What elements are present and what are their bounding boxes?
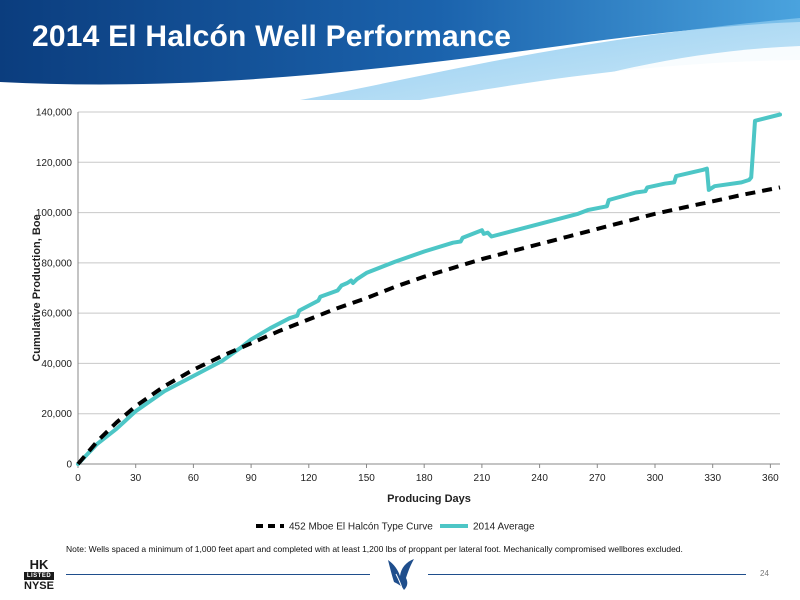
y-tick-label: 80,000: [41, 258, 72, 269]
logo-hk-text: HK: [29, 557, 49, 572]
footer-divider-left: [66, 574, 370, 575]
average-series-line: [76, 112, 782, 466]
y-axis-ticks: 0 20,000 40,000 60,000 80,000 100,000 120,000 1…: [36, 108, 73, 471]
y-tick-label: 20,000: [41, 409, 72, 420]
y-tick-label: 100,000: [36, 208, 73, 219]
y-tick-label: 60,000: [41, 309, 72, 320]
footnote: Note: Wells spaced a minimum of 1,000 fe…: [66, 544, 683, 554]
y-tick-label: 40,000: [41, 359, 72, 370]
grid-lines: [78, 111, 780, 415]
type-curve-series-line: [76, 185, 781, 466]
nyse-listed-logo: HK LISTED NYSE: [22, 558, 56, 592]
x-axis-title: Producing Days: [387, 493, 471, 505]
x-tick-label: 0: [75, 473, 81, 484]
x-tick-label: 240: [531, 473, 548, 484]
x-tick-label: 90: [246, 473, 258, 484]
x-tick-label: 180: [416, 473, 433, 484]
x-tick-label: 210: [474, 473, 491, 484]
legend-type-curve-label: 452 Mboe El Halcón Type Curve: [289, 522, 433, 533]
x-tick-label: 360: [762, 473, 779, 484]
page-title: 2014 El Halcón Well Performance: [32, 20, 512, 53]
x-tick-label: 330: [704, 473, 721, 484]
data-series: [76, 112, 782, 466]
y-tick-label: 120,000: [36, 158, 73, 169]
y-tick-label: 140,000: [36, 108, 73, 119]
x-tick-label: 120: [300, 473, 317, 484]
x-tick-label: 60: [188, 473, 200, 484]
chart-legend: 452 Mboe El Halcón Type Curve 2014 Averag…: [256, 522, 535, 533]
logo-listed-text: LISTED: [24, 572, 54, 580]
cumulative-production-chart: 0 20,000 40,000 60,000 80,000 100,000 120,000 1…: [31, 108, 782, 533]
footer-divider-right: [428, 574, 746, 575]
chart-axes: [77, 112, 780, 465]
banner-background: [0, 0, 800, 100]
legend-average-label: 2014 Average: [473, 522, 535, 533]
x-tick-label: 300: [647, 473, 664, 484]
y-tick-label: 0: [66, 460, 72, 471]
logo-nyse-text: NYSE: [24, 580, 54, 592]
x-tick-label: 270: [589, 473, 606, 484]
falcon-logo-icon: [388, 559, 414, 590]
title-banner: 2014 El Halcón Well Performance: [0, 0, 800, 100]
x-tick-label: 30: [130, 473, 142, 484]
x-axis-ticks: 0 30 60 90 120 150 180 210 240 270 300 330 360: [75, 464, 779, 484]
y-axis-title: Cumulative Production, Boe: [31, 214, 43, 361]
page-number: 24: [760, 569, 769, 578]
x-tick-label: 150: [358, 473, 375, 484]
